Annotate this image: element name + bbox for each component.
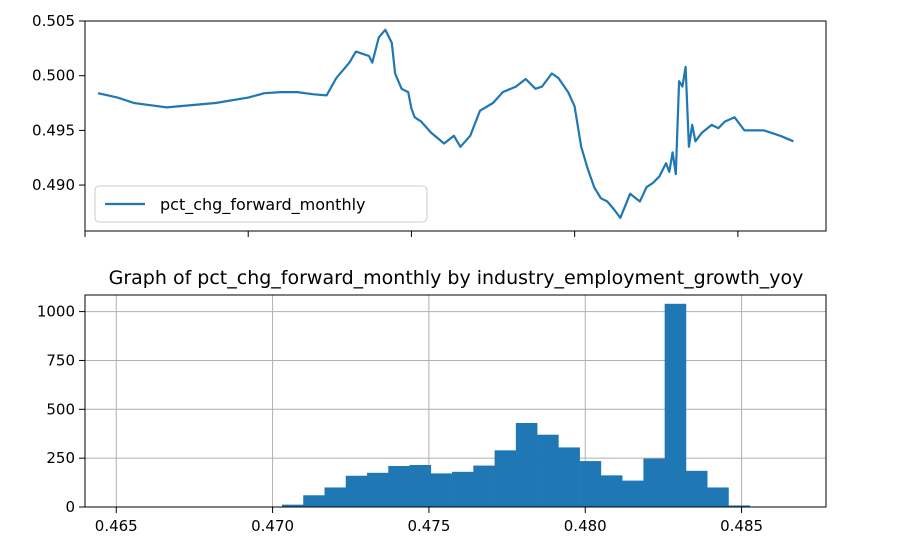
histogram-bars	[281, 303, 751, 507]
histogram-bar	[728, 505, 751, 507]
x-tick-label: 0.475	[407, 517, 450, 535]
y-tick-label: 500	[46, 400, 75, 418]
histogram-panel: Graph of pct_chg_forward_monthly by indu…	[37, 267, 827, 535]
x-tick-label: 0.470	[251, 517, 294, 535]
x-tick-label: 0.480	[564, 517, 607, 535]
histogram-bar	[303, 495, 325, 507]
line-chart-y-axis: 0.490 0.495 0.500 0.505	[32, 12, 85, 194]
histogram-bar	[622, 480, 644, 507]
y-tick-label: 0.495	[32, 121, 75, 139]
histogram-bar	[579, 461, 602, 507]
histogram-bar	[473, 465, 495, 507]
y-tick-label: 750	[46, 351, 75, 369]
histogram-bar	[515, 422, 538, 507]
legend-label: pct_chg_forward_monthly	[160, 195, 366, 215]
histogram-grid	[85, 295, 826, 508]
histogram-frame	[84, 294, 827, 508]
y-tick-label: 250	[46, 449, 75, 467]
histogram-bar	[388, 465, 410, 507]
histogram-bar	[664, 303, 687, 507]
histogram-bar	[430, 473, 453, 507]
histogram-bar	[537, 434, 559, 507]
y-tick-label: 1000	[37, 303, 75, 321]
x-tick-label: 0.465	[95, 517, 138, 535]
histogram-bar	[324, 487, 347, 507]
y-tick-label: 0	[65, 498, 75, 516]
histogram-y-axis: 0 250 500 750 1000	[37, 303, 85, 516]
histogram-bar	[685, 470, 708, 507]
line-chart-panel: 0.490 0.495 0.500 0.505 pct_chg_forward_mon…	[32, 12, 827, 237]
histogram-bar	[281, 504, 304, 507]
y-tick-label: 0.500	[32, 67, 75, 85]
y-tick-label: 0.505	[32, 12, 75, 30]
histogram-x-axis: 0.465 0.470 0.475 0.480 0.485	[95, 507, 763, 535]
histogram-bar	[558, 447, 580, 507]
histogram-bar	[494, 450, 517, 507]
histogram-bar	[409, 464, 432, 507]
line-chart-frame	[84, 20, 827, 232]
y-tick-label: 0.490	[32, 176, 75, 194]
histogram-bar	[367, 472, 389, 507]
line-series-pct-chg-forward-monthly	[97, 28, 794, 219]
histogram-bar	[600, 475, 623, 507]
histogram-bar	[707, 487, 729, 507]
x-tick-label: 0.485	[720, 517, 763, 535]
line-chart-x-axis	[84, 231, 739, 237]
legend-box	[94, 185, 428, 223]
histogram-title: Graph of pct_chg_forward_monthly by indu…	[109, 267, 804, 289]
histogram-bar	[452, 471, 474, 507]
histogram-bar	[345, 475, 368, 507]
line-chart-legend: pct_chg_forward_monthly	[94, 185, 428, 223]
histogram-bar	[643, 458, 665, 507]
